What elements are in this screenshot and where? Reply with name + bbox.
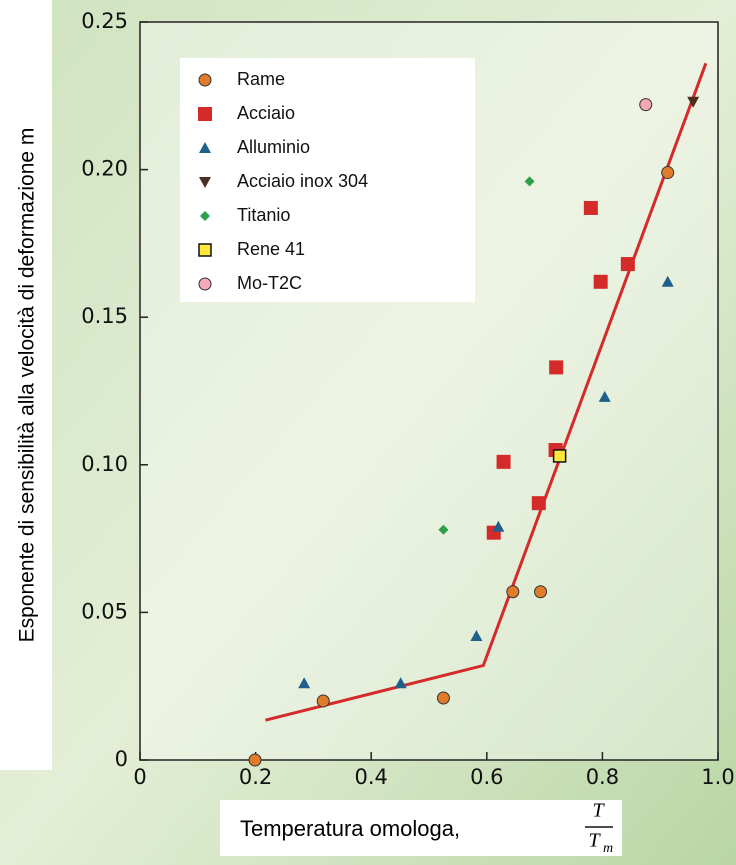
x-tick-label: 0.2 <box>239 765 272 789</box>
data-point <box>470 630 483 642</box>
legend-marker <box>199 142 211 153</box>
data-point <box>598 390 611 402</box>
y-label-box <box>0 0 52 770</box>
x-axis-label: Temperatura omologa, <box>240 816 460 841</box>
y-axis-label: Esponente di sensibilità alla velocità d… <box>16 128 39 643</box>
x-symbol-denominator: T <box>588 830 601 852</box>
data-point <box>593 274 608 289</box>
data-point <box>248 753 262 767</box>
y-tick-label: 0.20 <box>81 157 128 181</box>
x-tick-label: 0 <box>133 765 146 789</box>
y-tick-label: 0.25 <box>81 9 128 33</box>
data-point <box>552 449 567 463</box>
legend-marker <box>199 177 211 188</box>
data-point <box>661 275 674 287</box>
data-point <box>639 98 653 112</box>
x-symbol-numerator: T <box>592 800 605 822</box>
legend-label: Acciaio inox 304 <box>237 171 368 191</box>
data-point <box>506 585 520 599</box>
y-tick-label: 0.10 <box>81 452 128 476</box>
y-tick-label: 0 <box>115 747 128 771</box>
data-point <box>438 524 449 535</box>
data-point <box>394 677 407 689</box>
data-point <box>534 585 548 599</box>
y-tick-label: 0.15 <box>81 304 128 328</box>
legend-label: Mo-T2C <box>237 273 302 293</box>
legend-box <box>180 58 475 302</box>
legend-marker <box>198 73 212 87</box>
legend-marker <box>198 243 212 257</box>
data-point <box>492 520 505 532</box>
x-tick-label: 1.0 <box>701 765 734 789</box>
data-point <box>531 496 546 511</box>
legend-label: Titanio <box>237 205 290 225</box>
x-label-box <box>220 800 622 856</box>
data-point <box>524 176 535 187</box>
legend-label: Acciaio <box>237 103 295 123</box>
legend-marker <box>198 277 212 291</box>
legend-label: Alluminio <box>237 137 310 157</box>
x-symbol-subscript: m <box>603 841 613 856</box>
data-point <box>436 691 450 705</box>
data-point <box>298 677 311 689</box>
data-point <box>583 200 598 215</box>
legend-marker <box>200 211 210 221</box>
x-tick-label: 0.4 <box>354 765 387 789</box>
x-tick-label: 0.6 <box>470 765 503 789</box>
data-point <box>620 257 635 272</box>
data-point <box>316 694 330 708</box>
x-tick-label: 0.8 <box>586 765 619 789</box>
data-point <box>496 454 511 469</box>
data-point <box>687 96 700 108</box>
data-point <box>549 360 564 375</box>
legend-label: Rame <box>237 69 285 89</box>
legend-marker <box>198 107 212 121</box>
y-tick-label: 0.05 <box>81 599 128 623</box>
legend-label: Rene 41 <box>237 239 305 259</box>
data-point <box>661 166 675 180</box>
